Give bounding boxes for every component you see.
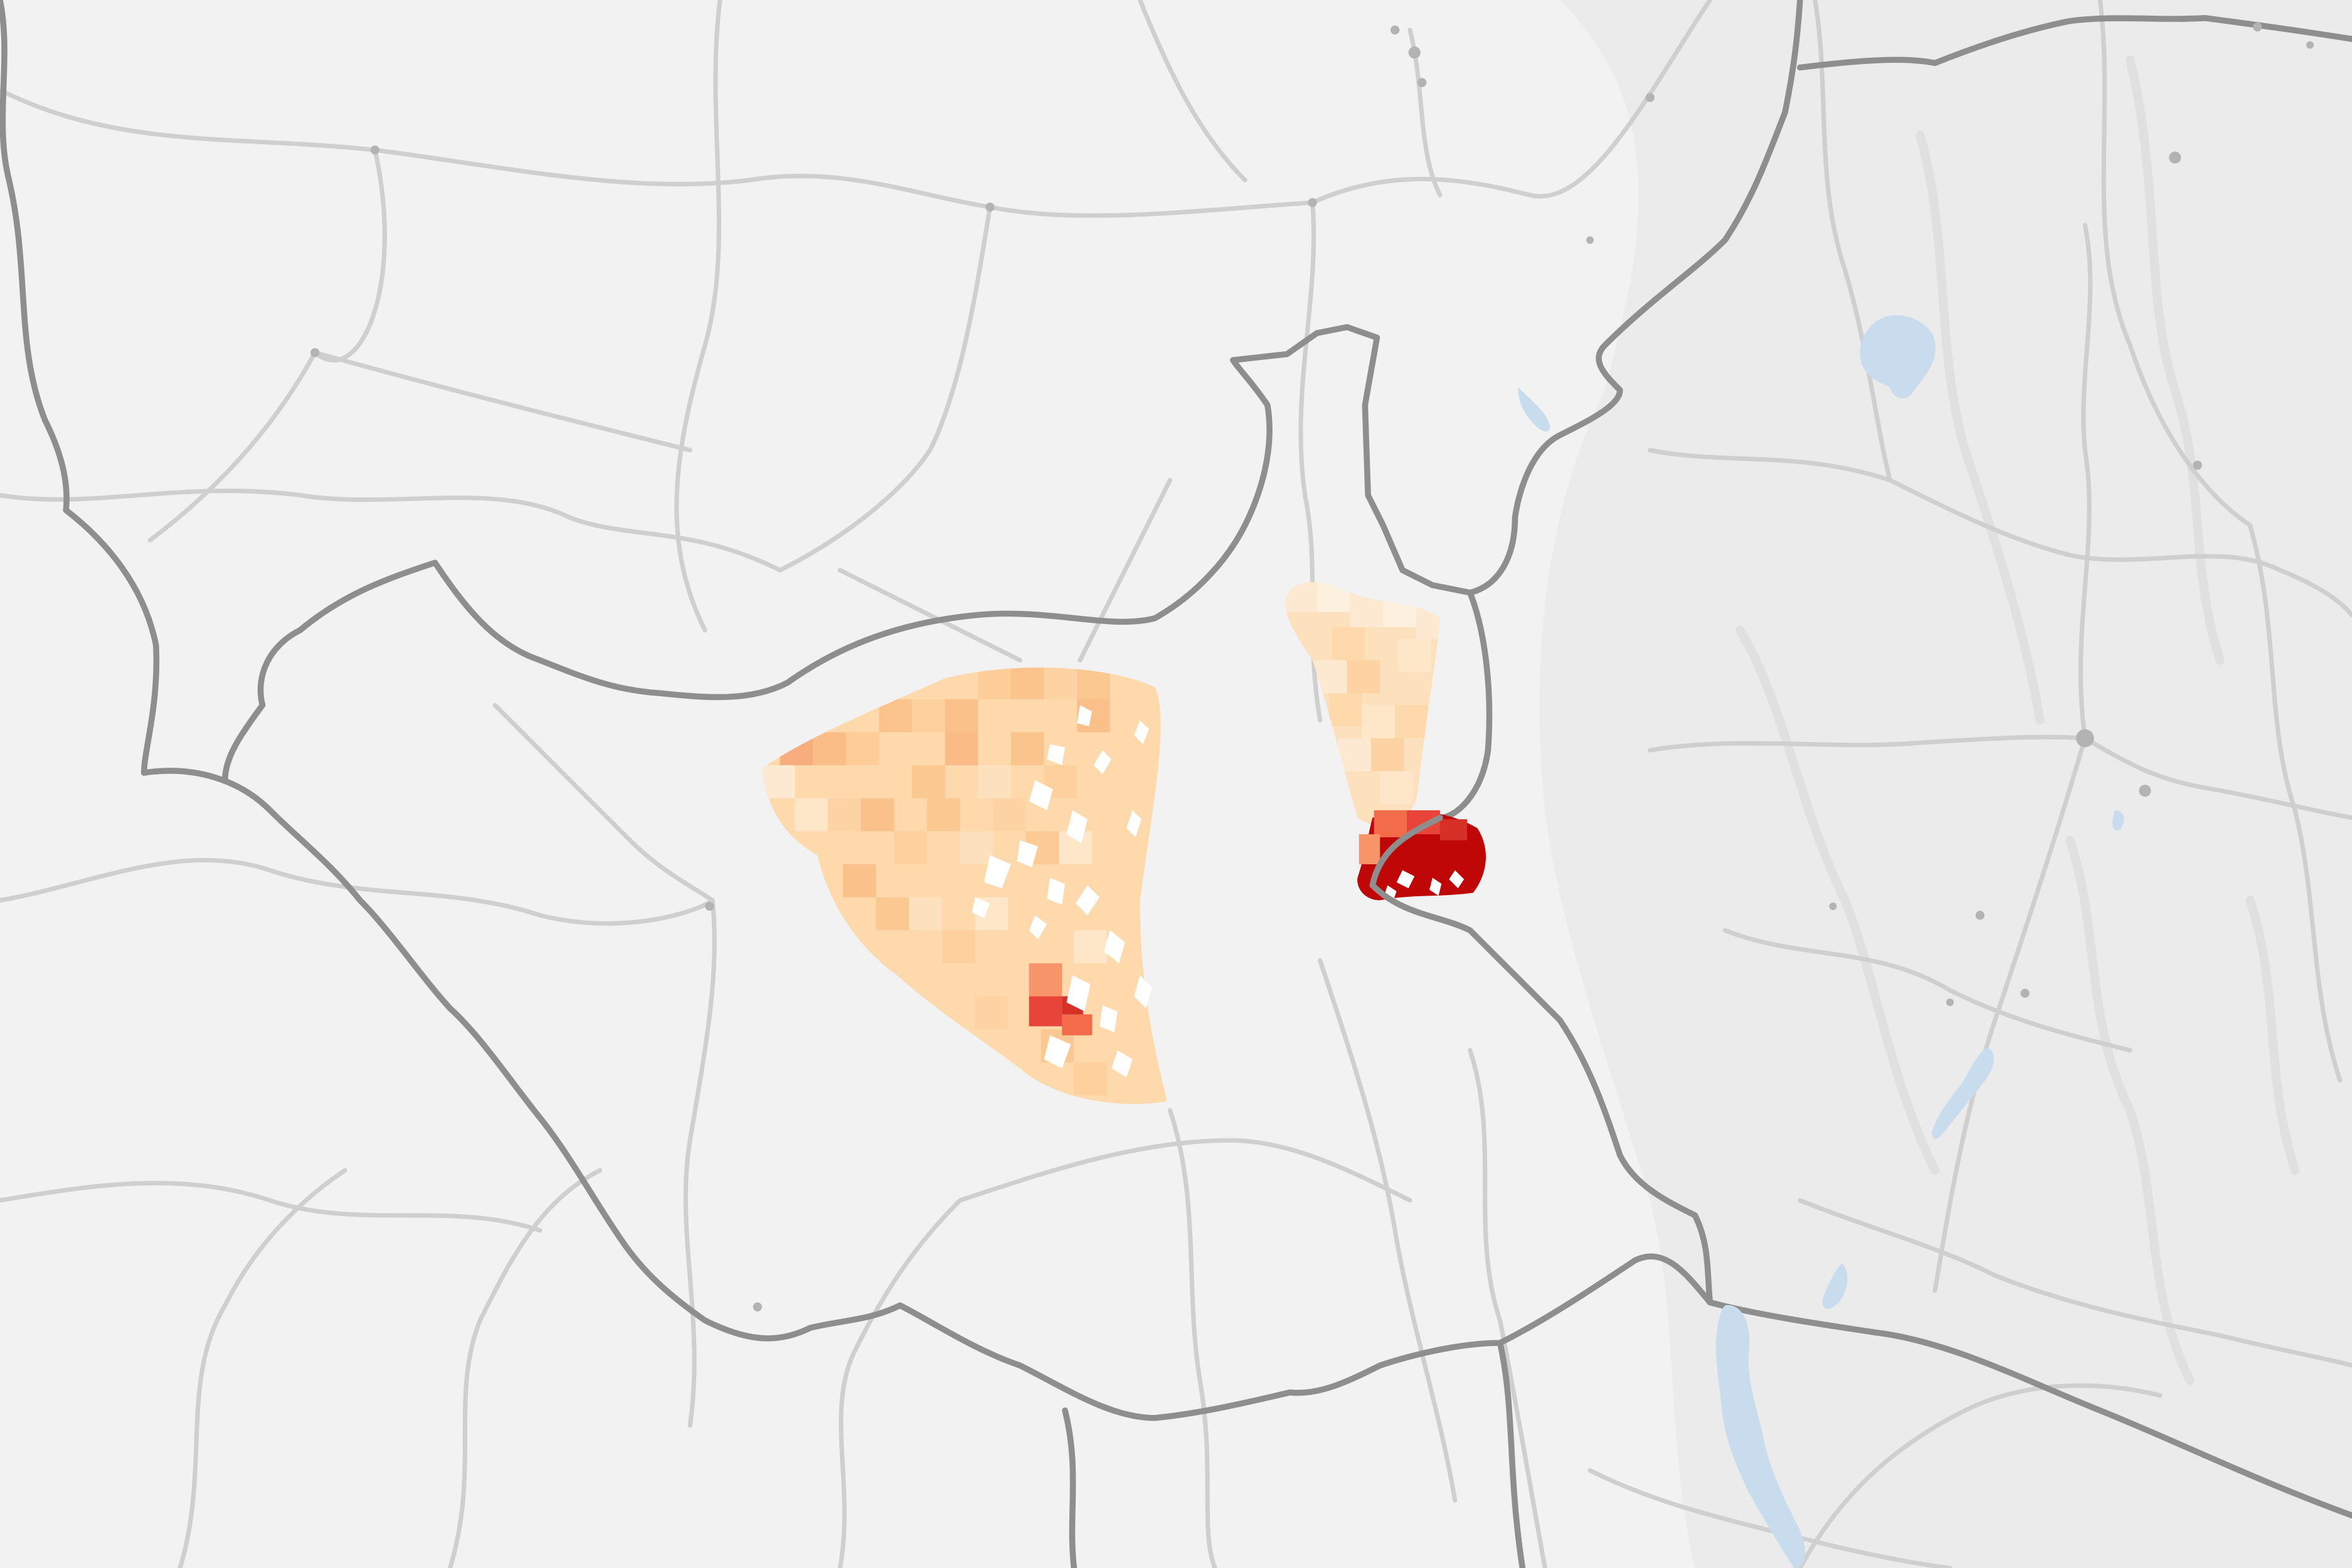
- lake-river-north: [1518, 387, 1550, 432]
- ridge-lines: [1735, 55, 2300, 1385]
- west-no-data-gaps: [972, 705, 1152, 1078]
- settlements: [310, 22, 2314, 1311]
- west-hotspot-hot: [1029, 996, 1062, 1027]
- lakes: [1518, 315, 2124, 1568]
- data-region-east: [1285, 582, 1486, 901]
- border-overlay-east: [1369, 815, 1473, 934]
- lake-north: [1860, 315, 1936, 399]
- lake-small-southeast: [1822, 1263, 1848, 1309]
- east-no-data-gaps: [1384, 870, 1465, 901]
- lake-narrow-east: [1932, 1047, 1994, 1140]
- data-region-west: [761, 667, 1167, 1104]
- lake-tiny-east: [2112, 810, 2124, 831]
- lake-long-south: [1715, 1305, 1806, 1568]
- west-hotspot-warm: [1029, 963, 1062, 997]
- east-hotspot-warm: [1374, 810, 1407, 837]
